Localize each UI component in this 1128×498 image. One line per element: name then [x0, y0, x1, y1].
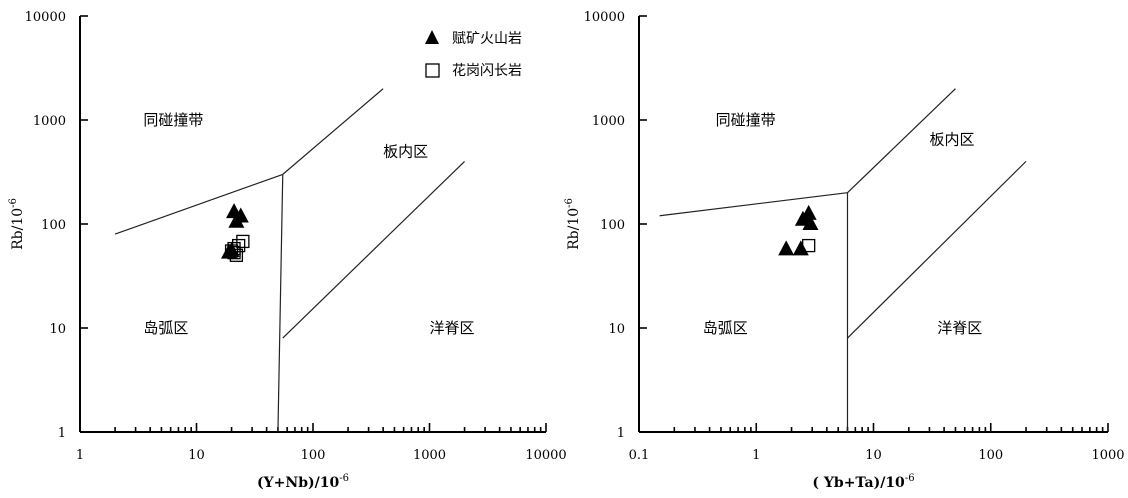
boundary-line [847, 160, 1027, 339]
y-tick-label: 1 [617, 426, 625, 441]
x-tick-label: 10 [865, 448, 882, 463]
x-tick-label: 1000 [413, 448, 446, 463]
y-tick-label: 10 [608, 322, 625, 337]
boundary-line [114, 173, 283, 235]
data-point-square [236, 234, 250, 249]
region-label: 洋脊区 [430, 319, 475, 337]
x-tick-label: 10000 [525, 448, 566, 463]
x-axis-label: ( Yb+Ta)/10-6 [812, 473, 914, 491]
boundary-line [282, 88, 384, 175]
x-tick-label: 100 [301, 448, 326, 463]
y-tick-label: 1 [58, 426, 66, 441]
y-axis-label: Rb/10-6 [8, 198, 26, 250]
x-tick-label: 0.1 [629, 448, 650, 463]
x-tick-label: 1 [752, 448, 760, 463]
x-tick-label: 10 [188, 448, 205, 463]
region-label: 板内区 [929, 130, 974, 148]
y-tick-label: 100 [41, 218, 66, 233]
data-point-triangle [800, 204, 817, 220]
region-label: 同碰撞带 [716, 111, 776, 129]
data-point-square [227, 246, 241, 260]
legend-label: 赋矿火山岩 [452, 31, 522, 47]
panel-left: 1 10 100 1000 10000 1 10 100 1000 10000 同碰撞带板内区岛弧区… [8, 10, 567, 491]
y-tick-label: 1000 [33, 114, 66, 129]
x-tick-label: 1 [76, 448, 84, 463]
data-point-square [802, 238, 816, 253]
data-point-triangle [778, 240, 795, 256]
y-tick-label: 10000 [584, 10, 625, 25]
region-label: 洋脊区 [937, 319, 982, 337]
legend-marker-square [425, 63, 440, 78]
region-label: 岛弧区 [143, 319, 188, 337]
data-point-triangle [232, 207, 249, 223]
data-point-square [224, 244, 239, 258]
boundary-line [282, 160, 465, 339]
data-point-triangle [792, 240, 809, 256]
boundary-line [659, 192, 848, 217]
x-tick-label: 1000 [1091, 448, 1124, 463]
data-point-triangle [802, 215, 819, 230]
x-axis-label: (Y+Nb)/10-6 [257, 473, 349, 491]
region-label: 板内区 [383, 142, 428, 160]
legend-marker-triangle [425, 30, 439, 44]
y-axis-label: Rb/10-6 [564, 198, 582, 250]
y-tick-label: 100 [600, 218, 625, 233]
legend-label: 花岗闪长岩 [452, 63, 522, 79]
y-tick-label: 10 [49, 322, 66, 337]
x-tick-label: 100 [978, 448, 1003, 463]
boundary-line [847, 88, 956, 194]
region-label: 岛弧区 [703, 319, 748, 337]
y-tick-label: 1000 [592, 114, 625, 129]
data-point-square [229, 248, 244, 262]
region-label: 同碰撞带 [143, 111, 203, 129]
y-tick-label: 10000 [25, 10, 66, 25]
boundary-line [277, 174, 284, 433]
